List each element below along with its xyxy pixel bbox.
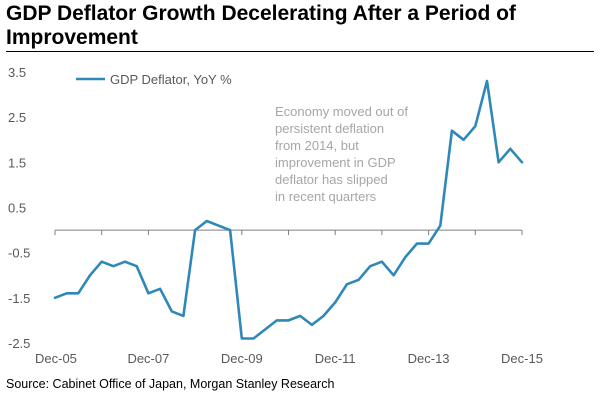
y-tick-label: 3.5 [8,65,26,80]
y-tick-label: 0.5 [8,201,26,216]
chart-title: GDP Deflator Growth Decelerating After a… [6,2,516,49]
x-tick-label: Dec-15 [501,351,543,366]
x-tick-label: Dec-09 [221,351,263,366]
y-tick-label: -1.5 [8,291,30,306]
x-tick-marks [54,230,523,236]
x-tick-label: Dec-13 [408,351,450,366]
x-tick-labels: Dec-05 Dec-07 Dec-09 Dec-11 Dec-13 Dec-15 [35,351,543,366]
x-tick-label: Dec-05 [35,351,77,366]
source-note: Source: Cabinet Office of Japan, Morgan … [6,377,335,391]
series-line-gdp-deflator [53,79,524,340]
annotation-text: Economy moved out of persistent deflation… [275,104,408,204]
x-tick-label: Dec-11 [315,351,356,366]
legend: GDP Deflator, YoY % [76,72,232,87]
x-tick-label: Dec-07 [127,351,169,366]
y-tick-label: -2.5 [8,336,30,351]
y-tick-label: 2.5 [8,110,26,125]
y-tick-label: -0.5 [8,246,30,261]
y-tick-label: 1.5 [8,155,26,170]
legend-label: GDP Deflator, YoY % [110,72,232,87]
title-divider [6,51,594,52]
y-tick-labels: -2.5 -1.5 -0.5 0.5 1.5 2.5 3.5 [8,65,30,351]
